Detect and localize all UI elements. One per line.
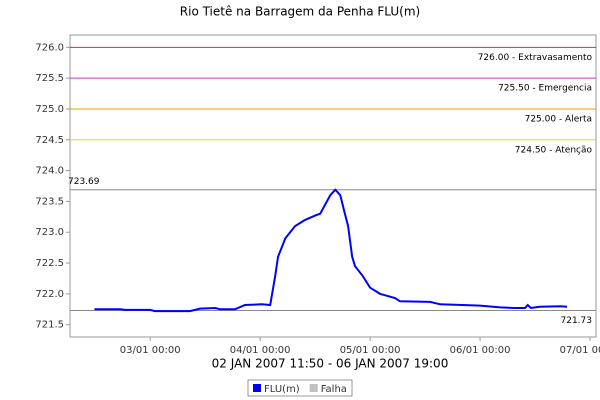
plot-area xyxy=(69,34,597,338)
threshold-label: 724.50 - Atenção xyxy=(515,145,593,155)
legend xyxy=(247,379,353,397)
x-tick-label: 03/01 00:00 xyxy=(120,345,181,356)
threshold-label: 725.50 - Emergencia xyxy=(498,84,592,94)
y-tick-label: 723.5 xyxy=(35,196,64,207)
legend-label: FLU(m) xyxy=(264,384,300,395)
data-line xyxy=(94,188,568,313)
x-tick-label: 05/01 00:00 xyxy=(340,345,401,356)
y-tick-label: 724.0 xyxy=(35,166,64,177)
y-tick-label: 725.0 xyxy=(35,104,64,115)
y-tick-label: 725.5 xyxy=(35,73,64,84)
chart-title: Rio Tietê na Barragem da Penha FLU(m) xyxy=(180,5,420,19)
legend-swatch xyxy=(309,384,318,392)
threshold-label: 723.69 xyxy=(68,177,100,187)
y-tick-label: 723.0 xyxy=(35,227,64,238)
legend-label: Falha xyxy=(321,384,347,395)
x-tick-label: 07/01 00:00 xyxy=(560,345,600,356)
threshold-label: 721.73 xyxy=(561,316,593,326)
y-tick-label: 722.5 xyxy=(35,258,64,269)
x-tick-label: 04/01 00:00 xyxy=(230,345,291,356)
y-tick-label: 722.0 xyxy=(35,289,64,300)
threshold-label: 726.00 - Extravasamento xyxy=(478,53,593,63)
y-tick-label: 724.5 xyxy=(35,135,64,146)
legend-swatch xyxy=(253,384,261,392)
x-axis-label: 02 JAN 2007 11:50 - 06 JAN 2007 19:00 xyxy=(212,357,449,371)
threshold-label: 725.00 - Alerta xyxy=(525,114,592,124)
y-tick-label: 726.0 xyxy=(35,42,64,53)
x-tick-label: 06/01 00:00 xyxy=(450,345,511,356)
y-tick-label: 721.5 xyxy=(35,320,64,331)
